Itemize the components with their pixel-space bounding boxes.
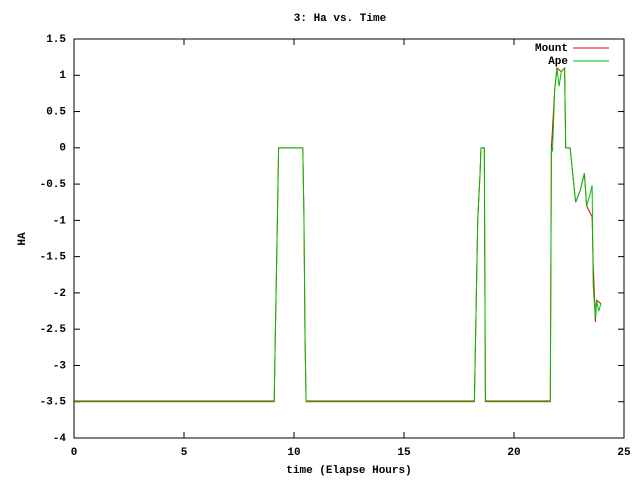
y-tick-label: 1.5 bbox=[46, 34, 66, 46]
y-tick-label: -3.5 bbox=[40, 397, 67, 409]
y-tick-label: 0.5 bbox=[46, 106, 66, 118]
y-tick-label: -1.5 bbox=[40, 252, 67, 264]
chart-title: 3: Ha vs. Time bbox=[294, 13, 387, 25]
legend-label: Ape bbox=[548, 56, 568, 68]
legend-label: Mount bbox=[535, 43, 568, 55]
y-tick-label: 1 bbox=[59, 70, 66, 82]
x-tick-label: 10 bbox=[287, 447, 300, 459]
x-tick-label: 5 bbox=[181, 447, 188, 459]
y-tick-label: -4 bbox=[53, 433, 67, 445]
x-axis-label: time (Elapse Hours) bbox=[286, 465, 411, 477]
x-tick-label: 0 bbox=[71, 447, 78, 459]
x-tick-label: 20 bbox=[507, 447, 520, 459]
y-tick-label: -1 bbox=[53, 215, 67, 227]
y-axis-label: HA bbox=[17, 232, 29, 246]
y-tick-label: -3 bbox=[53, 360, 67, 372]
y-tick-label: 0 bbox=[59, 143, 66, 155]
plot-border bbox=[73, 38, 625, 439]
x-tick-label: 25 bbox=[617, 447, 631, 459]
x-tick-label: 15 bbox=[397, 447, 411, 459]
data-line bbox=[74, 66, 602, 403]
y-tick-label: -0.5 bbox=[40, 179, 67, 191]
y-tick-label: -2 bbox=[53, 288, 66, 300]
y-tick-label: -2.5 bbox=[40, 324, 67, 336]
